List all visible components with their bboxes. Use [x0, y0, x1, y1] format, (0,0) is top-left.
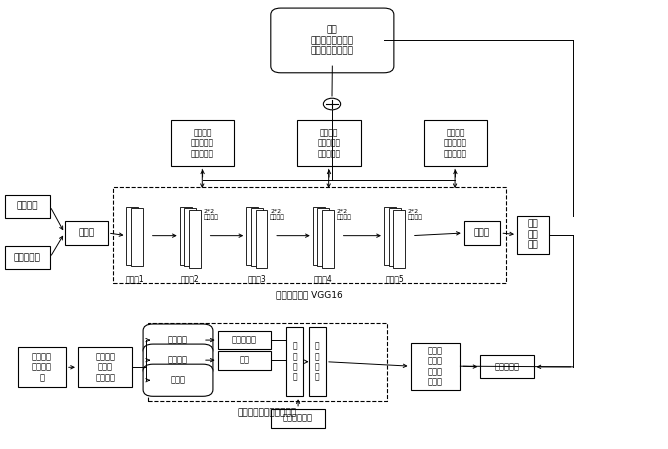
Bar: [317, 208, 329, 266]
Text: 卷积块5: 卷积块5: [385, 274, 404, 283]
FancyBboxPatch shape: [411, 343, 460, 390]
FancyBboxPatch shape: [218, 331, 271, 349]
Text: 全
连
接
层: 全 连 接 层: [293, 342, 297, 382]
Text: 伪标签: 伪标签: [170, 376, 186, 385]
FancyBboxPatch shape: [218, 351, 271, 370]
Bar: [384, 207, 396, 264]
FancyBboxPatch shape: [5, 246, 50, 269]
Text: 特征图: 特征图: [474, 229, 490, 238]
FancyBboxPatch shape: [309, 327, 326, 396]
FancyBboxPatch shape: [286, 327, 303, 396]
Bar: [251, 208, 263, 266]
Text: 基于空间
注意力的区
域对齐模块: 基于空间 注意力的区 域对齐模块: [191, 128, 214, 158]
FancyBboxPatch shape: [424, 119, 487, 167]
FancyBboxPatch shape: [18, 347, 66, 387]
Bar: [246, 207, 258, 264]
Text: 分类损失: 分类损失: [168, 356, 188, 365]
FancyBboxPatch shape: [464, 221, 500, 245]
Bar: [131, 208, 143, 266]
Bar: [189, 210, 201, 268]
Bar: [313, 207, 325, 264]
Text: 基于空间
注意力的区
域对齐模块: 基于空间 注意力的区 域对齐模块: [444, 128, 467, 158]
Bar: [389, 208, 401, 266]
Text: 目标分类与位置回归模块: 目标分类与位置回归模块: [238, 409, 297, 418]
Text: 源域图像: 源域图像: [17, 202, 38, 211]
Bar: [180, 207, 192, 264]
Text: 多层
基于空间注意力的
区域对齐模块损失: 多层 基于空间注意力的 区域对齐模块损失: [311, 26, 354, 55]
Text: 2*2
最大池化: 2*2 最大池化: [337, 209, 351, 220]
FancyBboxPatch shape: [143, 344, 213, 376]
FancyBboxPatch shape: [143, 324, 213, 356]
FancyBboxPatch shape: [78, 347, 132, 387]
Text: 卷积块4: 卷积块4: [314, 274, 333, 283]
FancyBboxPatch shape: [517, 216, 549, 254]
Text: 区域
候选
网络: 区域 候选 网络: [528, 220, 538, 250]
FancyBboxPatch shape: [171, 119, 234, 167]
Text: 目标域图像: 目标域图像: [14, 253, 41, 262]
Bar: [255, 210, 267, 268]
FancyBboxPatch shape: [297, 119, 361, 167]
Text: 源域图像标签: 源域图像标签: [283, 414, 313, 423]
Text: 卷积块3: 卷积块3: [247, 274, 267, 283]
Text: 2*2
最大池化: 2*2 最大池化: [408, 209, 423, 220]
Text: 目标候选框: 目标候选框: [494, 362, 520, 371]
Text: 2*2
最大池化: 2*2 最大池化: [204, 209, 218, 220]
Text: 分类: 分类: [239, 356, 249, 365]
Text: 卷积块2: 卷积块2: [181, 274, 200, 283]
FancyBboxPatch shape: [65, 221, 108, 245]
Text: 预处理: 预处理: [78, 229, 94, 238]
Text: 基于原型
的语义
对齐模块: 基于原型 的语义 对齐模块: [95, 352, 115, 382]
Text: 特征提取模块 VGG16: 特征提取模块 VGG16: [276, 291, 343, 299]
Text: 金字塔
感兴趣
区域对
齐模块: 金字塔 感兴趣 区域对 齐模块: [428, 346, 443, 386]
Text: 卷积块1: 卷积块1: [126, 274, 144, 283]
FancyBboxPatch shape: [143, 364, 213, 396]
Text: 基于空间
注意力的区
域对齐模块: 基于空间 注意力的区 域对齐模块: [317, 128, 341, 158]
Bar: [393, 210, 405, 268]
Bar: [184, 208, 196, 266]
FancyBboxPatch shape: [271, 8, 394, 73]
FancyBboxPatch shape: [480, 355, 534, 379]
Text: 边界框回归: 边界框回归: [232, 335, 257, 344]
FancyBboxPatch shape: [5, 194, 50, 218]
FancyBboxPatch shape: [271, 409, 325, 427]
Text: 回归损失: 回归损失: [168, 335, 188, 344]
Bar: [322, 210, 334, 268]
Text: 视盘和视
杯分割结
果: 视盘和视 杯分割结 果: [32, 352, 52, 382]
Text: 2*2
最大池化: 2*2 最大池化: [270, 209, 285, 220]
Bar: [126, 207, 138, 264]
Text: 全
连
接
层: 全 连 接 层: [315, 342, 320, 382]
